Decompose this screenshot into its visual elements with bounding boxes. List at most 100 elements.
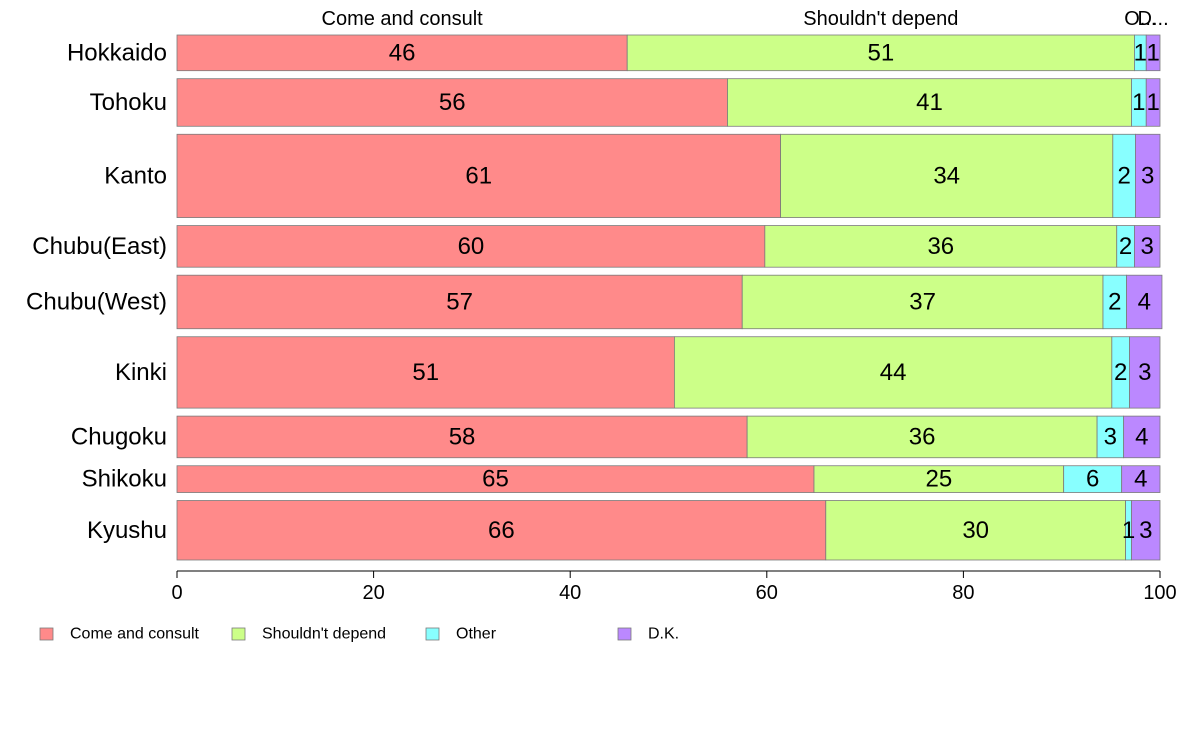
bar-value-label: 1 — [1146, 39, 1159, 66]
bar-value-label: 2 — [1108, 288, 1121, 315]
bar-segment — [1123, 415, 1161, 459]
bar-value-label: 2 — [1114, 359, 1127, 386]
x-axis: 0 20 40 60 80 100 — [171, 570, 1177, 604]
bar-segment — [1063, 465, 1123, 493]
x-tick-label: 20 — [362, 582, 384, 604]
bar-segment — [176, 415, 748, 459]
bar-segment — [1126, 274, 1163, 330]
category-label: Tohoku — [90, 89, 167, 116]
bar-segment — [176, 78, 728, 127]
bar-value-label: 56 — [439, 89, 466, 116]
bar-segment — [780, 133, 1114, 218]
bar-segment — [727, 78, 1132, 127]
bar-segment — [673, 336, 1113, 409]
bar-value-label: 3 — [1141, 162, 1154, 189]
legend-label: Other — [456, 626, 497, 643]
legend-swatch — [231, 627, 246, 641]
bar-value-label: 25 — [925, 466, 952, 493]
bar-value-label: 4 — [1134, 466, 1147, 493]
bar-segment — [176, 34, 628, 72]
bar-segment — [1135, 133, 1161, 218]
bar-segment — [176, 274, 743, 330]
category-label: Kinki — [115, 359, 167, 386]
legend-label: Shouldn't depend — [262, 626, 386, 643]
x-tick-label: 60 — [756, 582, 778, 604]
bar-value-label: 2 — [1117, 162, 1130, 189]
bar-value-label: 4 — [1138, 288, 1151, 315]
bar-value-label: 3 — [1104, 423, 1117, 450]
bar-value-labels: 46 51 1 156 41 1 161 34 2 360 36 2 357 37 2 451 44 2 358 36… — [389, 39, 1160, 543]
x-tick-label: 0 — [171, 582, 182, 604]
bar-segment — [1145, 34, 1161, 72]
bar-segment — [746, 415, 1098, 459]
bar-value-label: 36 — [927, 233, 954, 260]
category-label: Kyushu — [87, 517, 167, 544]
x-tick-label: 40 — [559, 582, 581, 604]
bar-segment — [1145, 78, 1161, 127]
category-labels: Hokkaido Tohoku Kanto Chubu(East) Chubu(West… — [26, 39, 167, 543]
bar-value-label: 44 — [880, 359, 907, 386]
top-category-labels: Come and consult Shouldn't depend O...D... — [322, 8, 1169, 30]
bar-value-label: 37 — [909, 288, 936, 315]
bar-value-label: 4 — [1135, 423, 1148, 450]
bar-value-label: 41 — [916, 89, 943, 116]
bar-value-label: 1 — [1132, 89, 1145, 116]
x-tick-label: 80 — [952, 582, 974, 604]
bar-value-label: 51 — [412, 359, 439, 386]
bar-segment — [176, 225, 766, 268]
category-label: Chubu(West) — [26, 288, 167, 315]
bar-value-label: 58 — [449, 423, 476, 450]
top-category-label: D... — [1138, 8, 1169, 30]
bar-value-label: 46 — [389, 39, 416, 66]
bar-value-label: 2 — [1119, 233, 1132, 260]
category-label: Hokkaido — [67, 39, 167, 66]
bar-value-label: 65 — [482, 466, 509, 493]
bar-value-label: 61 — [465, 162, 492, 189]
bar-segment — [1121, 465, 1161, 493]
bar-segment — [813, 465, 1065, 493]
legend-swatch — [39, 627, 54, 641]
bar-value-label: 51 — [867, 39, 894, 66]
bar-value-label: 3 — [1141, 233, 1154, 260]
legend-swatch — [425, 627, 440, 641]
bar-segment — [764, 225, 1118, 268]
bar-value-label: 60 — [458, 233, 485, 260]
legend: Come and consult Shouldn't depend Other D.K… — [39, 626, 679, 643]
legend-label: Come and consult — [70, 626, 200, 643]
bar-segment — [176, 336, 675, 409]
x-tick-label: 100 — [1143, 582, 1176, 604]
bar-segment — [1131, 500, 1161, 561]
bar-segment — [626, 34, 1135, 72]
bars-group — [176, 34, 1163, 561]
bar-value-label: 1 — [1122, 517, 1135, 544]
category-label: Shikoku — [82, 466, 167, 493]
legend-label: D.K. — [648, 626, 679, 643]
bar-segment — [1134, 225, 1161, 268]
legend-swatch — [617, 627, 632, 641]
bar-value-label: 3 — [1138, 359, 1151, 386]
bar-value-label: 1 — [1146, 89, 1159, 116]
bar-segment — [176, 500, 827, 561]
bar-segment — [741, 274, 1104, 330]
top-category-label: Shouldn't depend — [803, 8, 958, 30]
bar-segment — [1096, 415, 1125, 459]
bar-value-label: 3 — [1139, 517, 1152, 544]
bar-segment — [1129, 336, 1161, 409]
bar-value-label: 57 — [446, 288, 473, 315]
bar-segment — [176, 465, 815, 493]
category-label: Chugoku — [71, 423, 167, 450]
top-category-label: Come and consult — [322, 8, 484, 30]
top-category-label: O... — [1124, 8, 1156, 30]
bar-segment — [176, 133, 781, 218]
bar-value-label: 30 — [962, 517, 989, 544]
bar-segment — [825, 500, 1126, 561]
category-label: Kanto — [104, 162, 167, 189]
bar-value-label: 6 — [1086, 466, 1099, 493]
bar-value-label: 36 — [909, 423, 936, 450]
bar-value-label: 1 — [1134, 39, 1147, 66]
bar-value-label: 66 — [488, 517, 515, 544]
bar-value-label: 34 — [933, 162, 960, 189]
category-label: Chubu(East) — [32, 233, 167, 260]
